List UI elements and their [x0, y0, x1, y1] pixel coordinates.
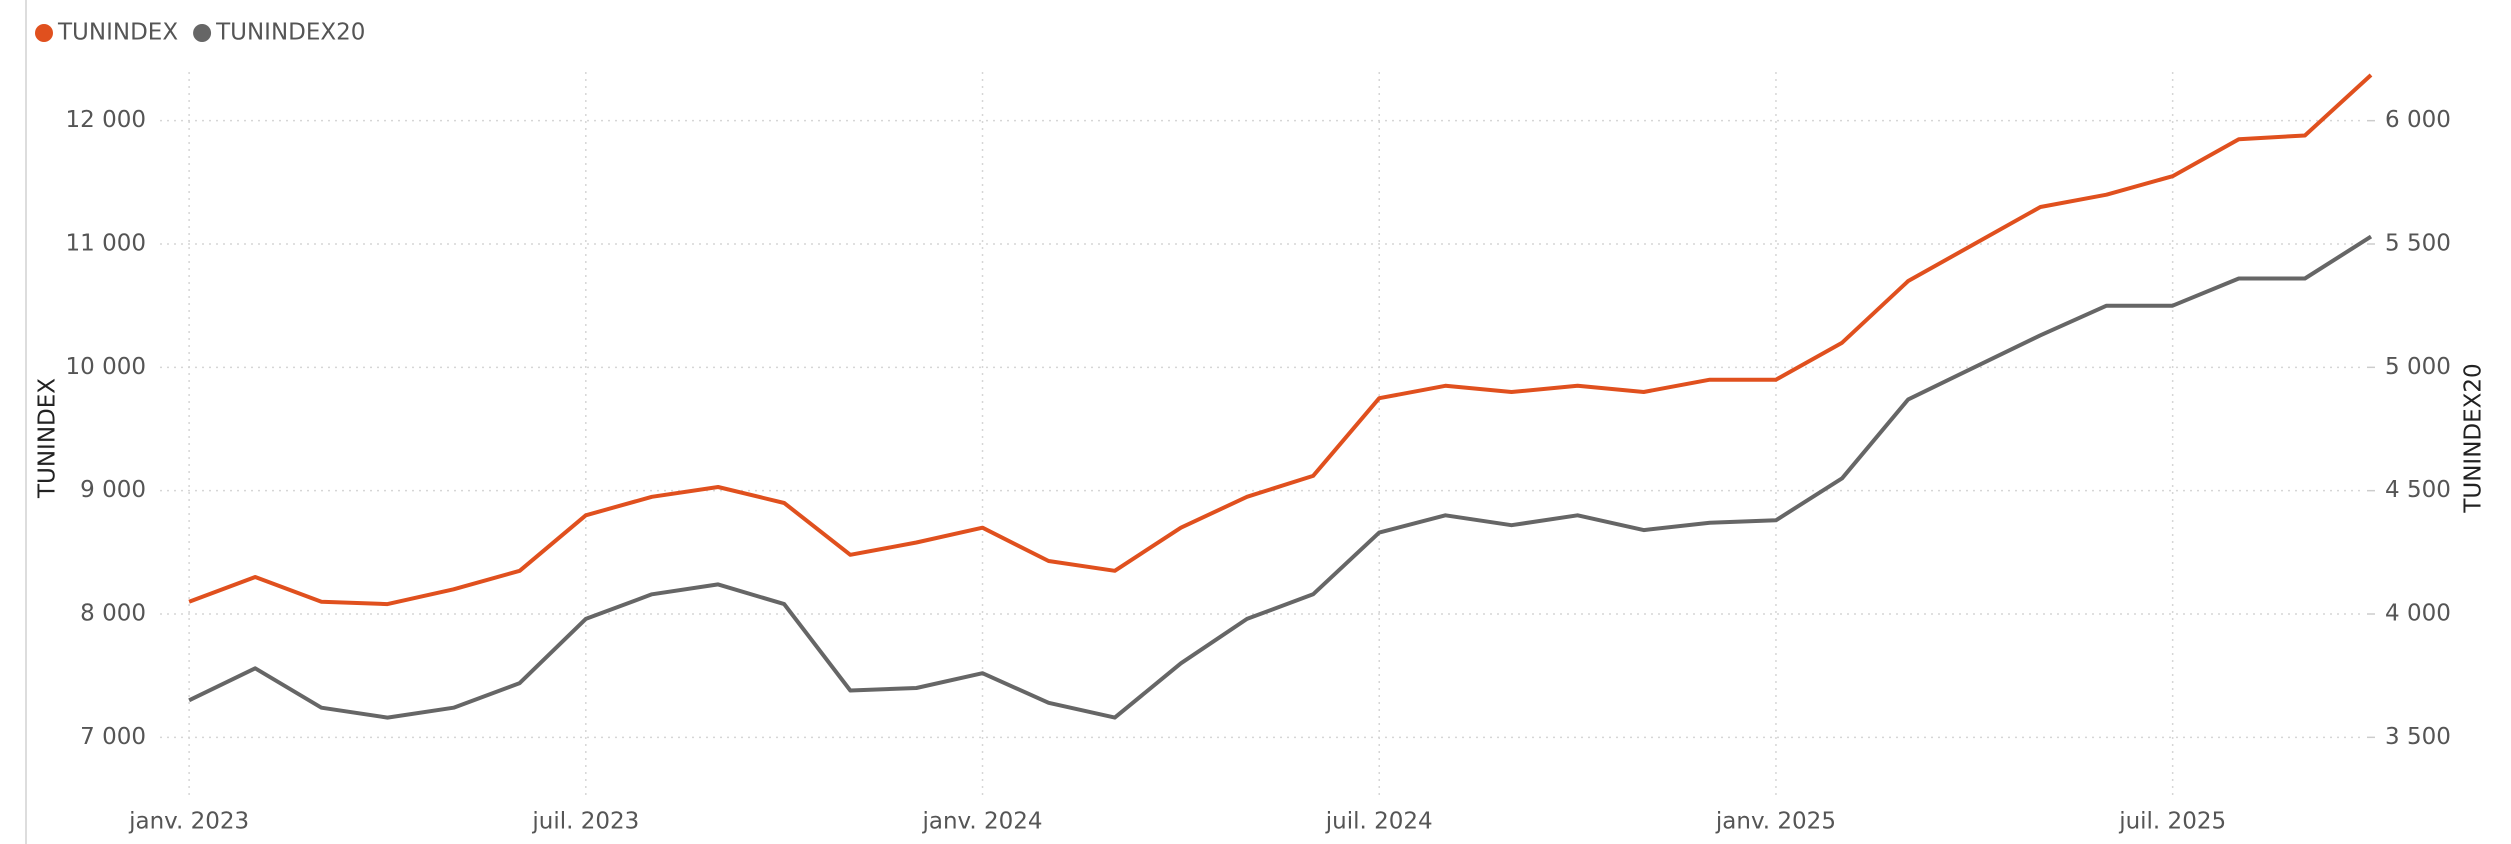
y-tick-label: 12 000	[66, 107, 146, 133]
legend-marker	[193, 24, 212, 42]
x-tick-label: janv. 2024	[922, 809, 1043, 835]
legend-marker	[35, 24, 53, 42]
y2-tick-label: 5 500	[2385, 231, 2451, 257]
x-tick-label: juil. 2025	[2118, 809, 2226, 835]
x-tick-label: janv. 2023	[128, 809, 249, 835]
y-tick-label: 9 000	[80, 477, 146, 503]
y2-tick-label: 4 500	[2385, 477, 2451, 503]
y2-tick-label: 3 500	[2385, 724, 2451, 750]
y-tick-label: 7 000	[80, 724, 146, 750]
legend-label: TUNINDEX	[57, 20, 178, 46]
y-axis-title: TUNINDEX	[35, 378, 61, 499]
x-tick-label: juil. 2024	[1325, 809, 1433, 835]
x-tick-label: janv. 2025	[1715, 809, 1836, 835]
x-tick-label: juil. 2023	[531, 809, 639, 835]
legend-label: TUNINDEX20	[215, 20, 365, 46]
y-tick-label: 8 000	[80, 601, 146, 627]
y2-tick-label: 5 000	[2385, 354, 2451, 380]
y-tick-label: 10 000	[66, 354, 146, 380]
y2-axis-title: TUNINDEX20	[2461, 363, 2487, 513]
y2-tick-label: 4 000	[2385, 601, 2451, 627]
series-line	[188, 73, 2373, 607]
y2-tick-label: 6 000	[2385, 107, 2451, 133]
series-line	[188, 234, 2373, 720]
y-tick-label: 11 000	[66, 231, 146, 257]
